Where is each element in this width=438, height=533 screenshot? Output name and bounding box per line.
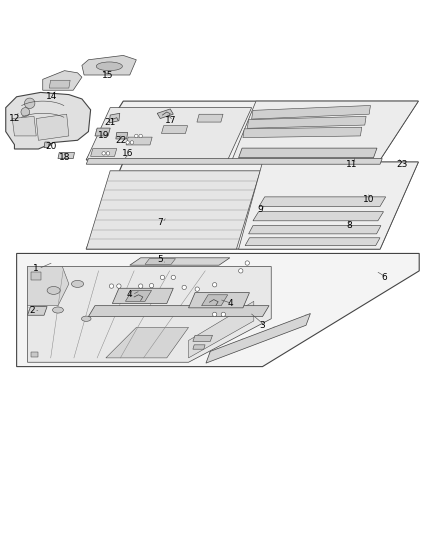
Text: 20: 20	[46, 142, 57, 151]
Circle shape	[149, 284, 154, 288]
Text: 15: 15	[102, 70, 114, 79]
Polygon shape	[253, 212, 384, 221]
Polygon shape	[86, 162, 418, 249]
Polygon shape	[245, 238, 380, 246]
Polygon shape	[44, 142, 49, 148]
Polygon shape	[6, 92, 91, 149]
Polygon shape	[86, 108, 252, 160]
Circle shape	[21, 108, 30, 116]
Text: 6: 6	[381, 273, 387, 282]
Polygon shape	[201, 295, 228, 305]
Polygon shape	[31, 272, 41, 279]
Circle shape	[139, 134, 142, 138]
Circle shape	[110, 284, 114, 288]
Polygon shape	[106, 327, 188, 358]
Polygon shape	[145, 259, 176, 264]
Circle shape	[134, 134, 138, 138]
Polygon shape	[125, 290, 152, 301]
Polygon shape	[28, 266, 69, 305]
Text: 22: 22	[116, 136, 127, 145]
Circle shape	[138, 284, 143, 288]
Text: 23: 23	[396, 160, 407, 169]
Polygon shape	[130, 258, 230, 265]
Polygon shape	[126, 137, 152, 145]
Polygon shape	[239, 162, 418, 249]
Circle shape	[239, 269, 243, 273]
Text: 18: 18	[59, 153, 70, 162]
Circle shape	[130, 141, 134, 144]
Text: 12: 12	[9, 114, 20, 123]
Polygon shape	[206, 313, 311, 363]
Polygon shape	[82, 55, 136, 75]
Circle shape	[106, 151, 110, 155]
Circle shape	[182, 285, 186, 289]
Polygon shape	[88, 305, 269, 317]
Text: 19: 19	[98, 132, 110, 140]
Polygon shape	[36, 114, 69, 140]
Circle shape	[245, 261, 250, 265]
Polygon shape	[247, 116, 366, 128]
Polygon shape	[232, 101, 418, 160]
Ellipse shape	[81, 316, 91, 321]
Ellipse shape	[71, 280, 84, 287]
Polygon shape	[188, 301, 254, 358]
Circle shape	[117, 284, 121, 288]
Text: 16: 16	[122, 149, 133, 158]
Polygon shape	[239, 148, 377, 158]
Ellipse shape	[96, 62, 122, 71]
Polygon shape	[58, 152, 74, 158]
Polygon shape	[86, 158, 382, 164]
Polygon shape	[86, 101, 418, 160]
Circle shape	[221, 312, 226, 317]
Polygon shape	[95, 128, 110, 136]
Polygon shape	[193, 345, 205, 349]
Circle shape	[25, 98, 35, 109]
Text: 10: 10	[364, 195, 375, 204]
Circle shape	[171, 275, 176, 279]
Polygon shape	[197, 114, 223, 122]
Polygon shape	[12, 116, 36, 136]
Polygon shape	[43, 71, 82, 90]
Text: 7: 7	[157, 219, 163, 228]
Polygon shape	[249, 225, 381, 234]
Polygon shape	[91, 149, 117, 156]
Circle shape	[212, 312, 217, 317]
Text: 4: 4	[227, 299, 233, 308]
Ellipse shape	[53, 307, 64, 313]
Text: 4: 4	[127, 290, 133, 300]
Circle shape	[126, 141, 129, 144]
Polygon shape	[259, 197, 386, 206]
Circle shape	[160, 275, 165, 279]
Text: 17: 17	[166, 116, 177, 125]
Polygon shape	[193, 335, 212, 341]
Text: 2: 2	[29, 305, 35, 314]
Polygon shape	[86, 171, 260, 249]
Polygon shape	[188, 293, 250, 308]
Polygon shape	[243, 127, 362, 138]
Circle shape	[212, 282, 217, 287]
Polygon shape	[28, 266, 271, 362]
Polygon shape	[28, 306, 47, 315]
Circle shape	[102, 151, 106, 155]
Text: 1: 1	[33, 264, 39, 273]
Text: 11: 11	[346, 160, 357, 169]
Circle shape	[195, 287, 199, 292]
Text: 14: 14	[46, 92, 57, 101]
Text: 5: 5	[157, 255, 163, 264]
Text: 21: 21	[105, 118, 116, 127]
Ellipse shape	[47, 287, 60, 294]
Polygon shape	[157, 109, 173, 118]
Polygon shape	[110, 114, 120, 123]
Polygon shape	[49, 80, 70, 88]
Text: 3: 3	[260, 321, 265, 330]
Polygon shape	[252, 106, 371, 119]
Polygon shape	[116, 133, 127, 139]
Text: 9: 9	[258, 205, 263, 214]
Polygon shape	[31, 352, 39, 357]
Polygon shape	[113, 288, 173, 303]
Polygon shape	[17, 254, 419, 367]
Text: 8: 8	[347, 221, 353, 230]
Polygon shape	[162, 126, 187, 133]
